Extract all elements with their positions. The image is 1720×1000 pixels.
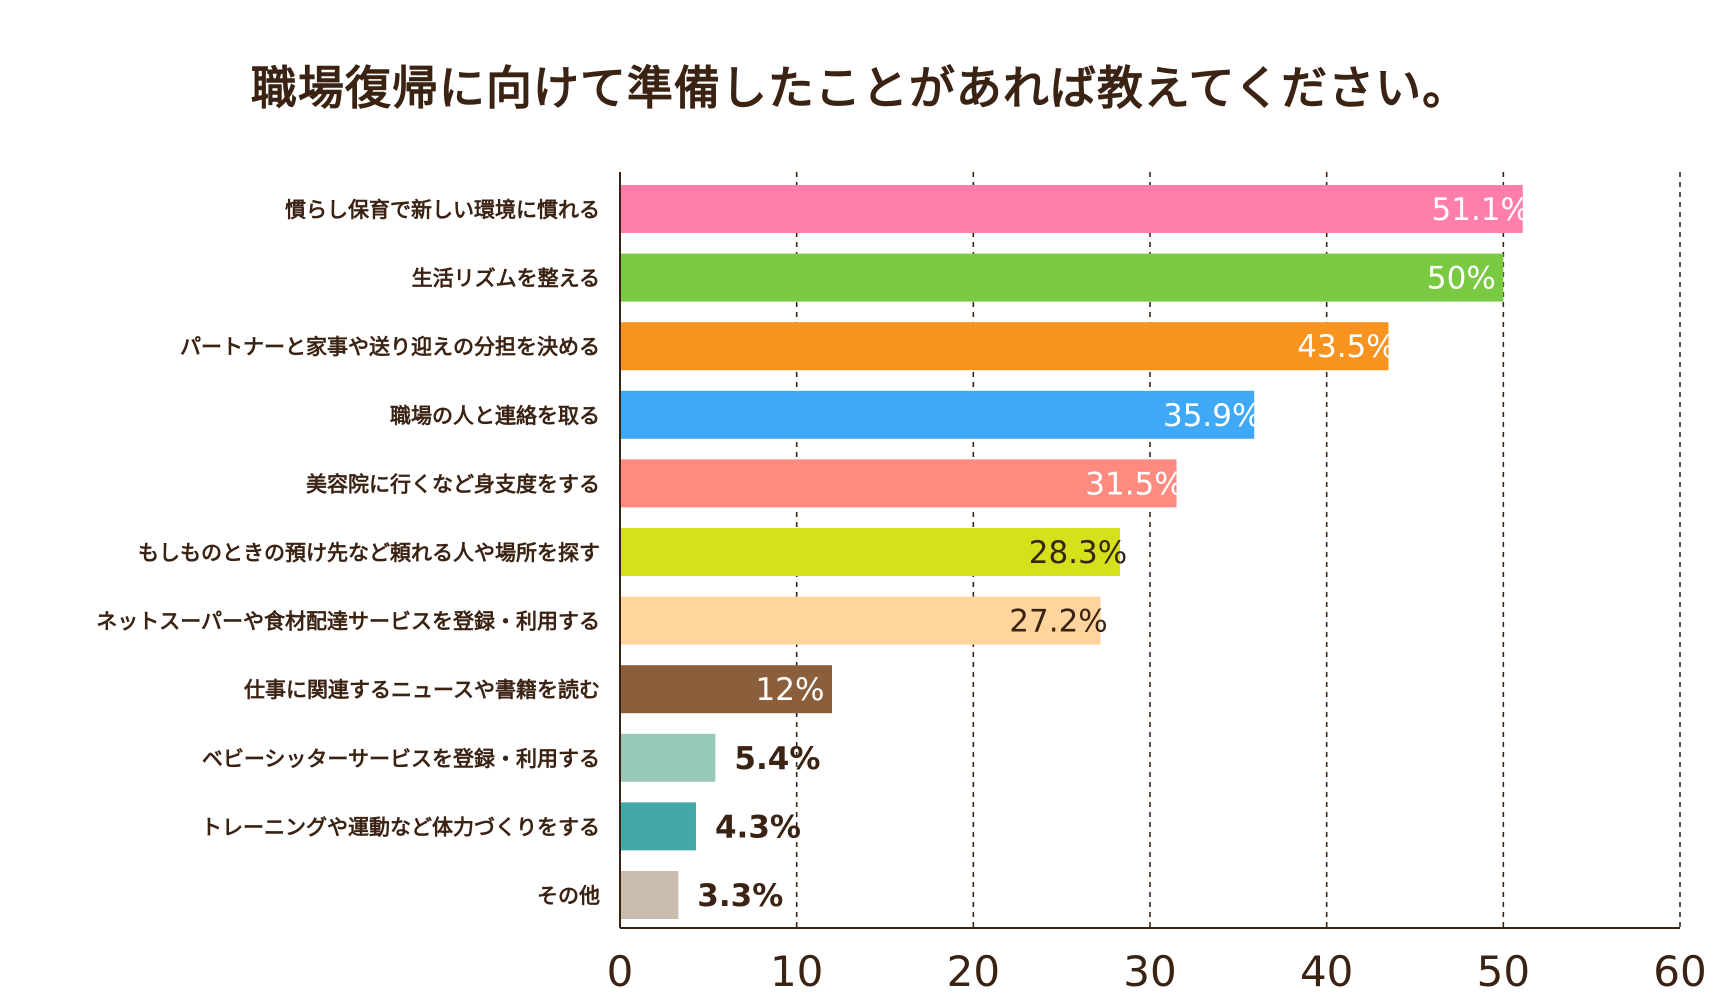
bar-11 <box>620 871 679 919</box>
bar-2 <box>620 253 1504 302</box>
category-label-11: その他 <box>537 884 600 908</box>
category-label-3: パートナーと家事や送り迎えの分担を決める <box>180 335 600 359</box>
category-label-5: 美容院に行くなど身支度をする <box>306 472 600 496</box>
bar-9 <box>620 733 716 782</box>
bar-3 <box>620 322 1389 371</box>
category-label-8: 仕事に関連するニュースや書籍を読む <box>243 678 600 702</box>
x-tick-label-0: 0 <box>607 947 634 996</box>
category-label-10: トレーニングや運動など体力づくりをする <box>201 815 600 839</box>
value-label-8: 12% <box>756 672 825 708</box>
bar-1 <box>620 185 1523 233</box>
value-label-3: 43.5% <box>1297 329 1395 365</box>
value-label-5: 31.5% <box>1085 466 1183 502</box>
x-tick-label-30: 30 <box>1123 947 1176 996</box>
bar-6 <box>620 528 1120 576</box>
category-label-9: ベビーシッターサービスを登録・利用する <box>202 747 600 771</box>
value-label-2: 50% <box>1427 261 1496 297</box>
value-label-9: 5.4% <box>734 741 820 777</box>
x-tick-label-20: 20 <box>947 947 1000 996</box>
value-label-1: 51.1% <box>1432 192 1530 228</box>
bar-7 <box>620 596 1101 645</box>
value-label-10: 4.3% <box>715 809 801 845</box>
bar-4 <box>620 390 1255 439</box>
x-tick-label-60: 60 <box>1653 947 1706 996</box>
value-label-4: 35.9% <box>1163 398 1261 434</box>
value-label-6: 28.3% <box>1029 535 1127 571</box>
bar-10 <box>620 802 696 851</box>
x-tick-label-40: 40 <box>1300 947 1353 996</box>
x-tick-label-50: 50 <box>1477 947 1530 996</box>
category-label-2: 生活リズムを整える <box>412 267 600 291</box>
value-label-7: 27.2% <box>1009 604 1107 640</box>
bar-5 <box>620 459 1177 508</box>
bar-8 <box>620 665 832 714</box>
value-label-11: 3.3% <box>697 878 783 914</box>
x-tick-label-10: 10 <box>770 947 823 996</box>
category-label-4: 職場の人と連絡を取る <box>390 404 600 428</box>
category-label-1: 慣らし保育で新しい環境に慣れる <box>284 198 600 222</box>
chart-title: 職場復帰に向けて準備したことがあれば教えてください。 <box>250 61 1470 115</box>
category-label-6: もしものときの預け先など頼れる人や場所を探す <box>138 541 600 565</box>
category-label-7: ネットスーパーや食材配達サービスを登録・利用する <box>96 610 600 634</box>
